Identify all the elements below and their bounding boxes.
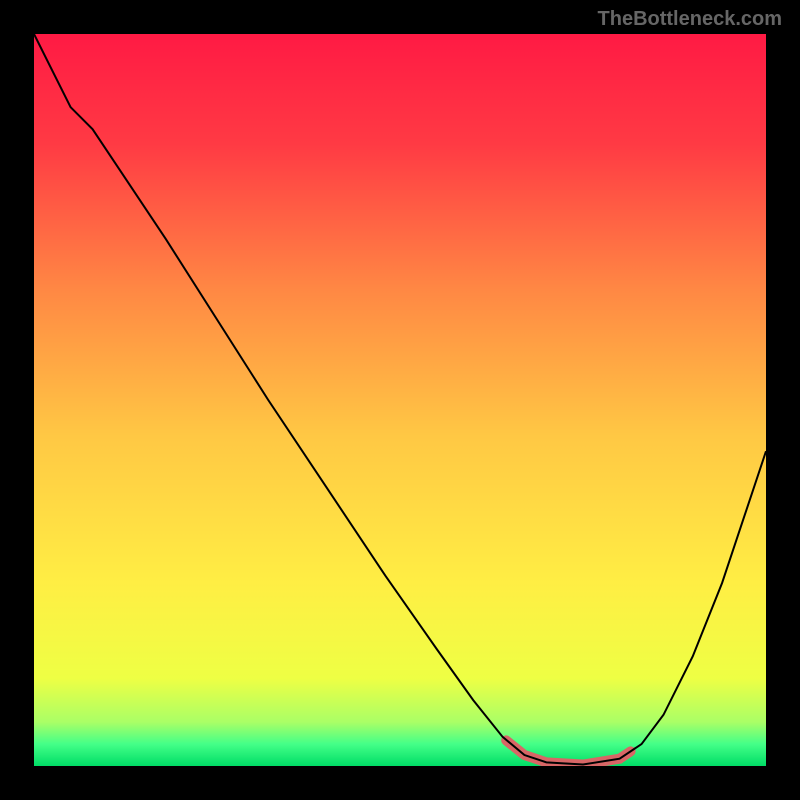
watermark-text: TheBottleneck.com [598,8,782,31]
bottleneck-curve [34,34,766,765]
chart-curve-layer [34,34,766,766]
chart-container [34,34,766,766]
